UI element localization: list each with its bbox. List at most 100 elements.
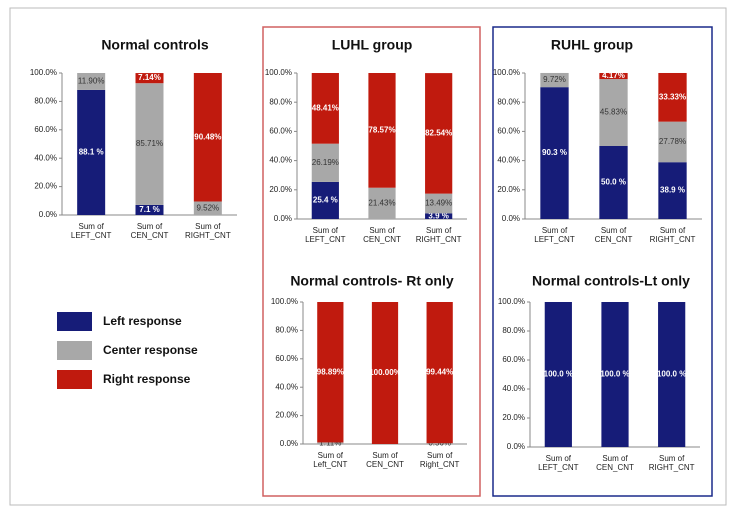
legend-swatch — [57, 370, 92, 389]
figure-frame — [9, 7, 727, 506]
y-tick-label: 80.0% — [269, 97, 292, 106]
x-tick-label: Sum of CEN_CNT — [363, 226, 401, 244]
y-tick-label: 0.0% — [502, 214, 520, 223]
y-tick-label: 100.0% — [498, 297, 525, 306]
value-label: 100.0 % — [544, 370, 573, 379]
value-label: 13.49% — [425, 199, 452, 208]
bar-segment — [658, 121, 687, 163]
y-tick-label: 80.0% — [275, 326, 298, 335]
bar-segment — [193, 73, 222, 202]
value-label: 4.17% — [602, 71, 625, 80]
value-label: 9.72% — [543, 75, 566, 84]
legend-label: Left response — [103, 314, 182, 328]
y-tick-label: 20.0% — [269, 185, 292, 194]
bar-segment — [540, 72, 569, 88]
bar-segment — [658, 302, 686, 447]
bar-segment — [135, 73, 164, 84]
x-tick-label: Sum of CEN_CNT — [594, 226, 633, 244]
bar-segment — [77, 73, 106, 90]
y-tick-label: 40.0% — [34, 153, 57, 162]
y-tick-label: 60.0% — [34, 125, 57, 134]
x-tick-label: Sum of RIGHT_CNT — [648, 454, 695, 472]
y-tick-label: 100.0% — [265, 68, 292, 77]
chart-title: RUHL group — [551, 37, 633, 53]
y-tick-label: 60.0% — [502, 355, 525, 364]
y-tick-label: 40.0% — [502, 384, 525, 393]
x-tick-label: Sum of LEFT_CNT — [538, 454, 579, 472]
y-tick-label: 80.0% — [502, 326, 525, 335]
value-label: 88.1 % — [79, 148, 104, 157]
bar-segment — [599, 146, 628, 219]
bar-segment — [77, 89, 106, 215]
y-tick-label: 80.0% — [497, 97, 520, 106]
value-label: 90.48% — [194, 132, 221, 141]
bar-segment — [425, 73, 453, 194]
chart-title: Normal controls-Lt only — [532, 273, 690, 289]
bar-segment — [317, 302, 344, 443]
bar-segment — [599, 73, 628, 80]
chart-title: Normal controls — [101, 37, 209, 53]
value-label: 1.11% — [319, 438, 341, 447]
x-tick-label: Sum of CEN_CNT — [130, 222, 169, 240]
bar-segment — [426, 443, 453, 444]
value-label: 100.0 % — [600, 370, 629, 379]
bar-segment — [311, 143, 339, 182]
bar-segment — [658, 162, 687, 219]
y-tick-label: 100.0% — [271, 297, 298, 306]
value-label: 7.1 % — [139, 205, 159, 214]
value-label: 82.54% — [425, 128, 452, 137]
bar-segment — [601, 302, 629, 447]
value-label: 48.41% — [312, 103, 339, 112]
x-tick-label: Sum of RIGHT_CNT — [184, 222, 231, 240]
value-label: 90.3 % — [542, 148, 567, 157]
value-label: 99.44% — [426, 368, 453, 377]
y-tick-label: 40.0% — [269, 156, 292, 165]
y-tick-label: 100.0% — [493, 68, 520, 77]
x-tick-label: Sum of Left_CNT — [313, 451, 348, 469]
x-tick-label: Sum of Right_CNT — [419, 451, 460, 469]
bar-segment — [193, 201, 222, 215]
bar-segment — [599, 79, 628, 146]
y-tick-label: 20.0% — [275, 411, 298, 420]
value-label: 11.90% — [78, 77, 105, 86]
y-tick-label: 20.0% — [34, 182, 57, 191]
bar-segment — [425, 213, 453, 219]
y-tick-label: 0.0% — [274, 214, 292, 223]
value-label: 38.9 % — [660, 186, 685, 195]
value-label: 85.71% — [136, 139, 163, 148]
legend-label: Center response — [103, 343, 198, 357]
legend-swatch — [57, 312, 92, 331]
y-tick-label: 0.0% — [280, 439, 298, 448]
legend-swatch — [57, 341, 92, 360]
value-label: 98.89% — [317, 367, 344, 376]
x-tick-label: Sum of RIGHT_CNT — [415, 226, 462, 244]
x-tick-label: Sum of CEN_CNT — [596, 454, 634, 472]
bar-segment — [311, 73, 339, 144]
bar-segment — [658, 72, 687, 122]
chart-title: LUHL group — [332, 37, 413, 53]
y-tick-label: 100.0% — [30, 68, 57, 77]
bar-segment — [311, 181, 339, 219]
value-label: 3.9 % — [428, 211, 448, 220]
y-tick-label: 60.0% — [275, 354, 298, 363]
bar-segment — [368, 73, 396, 188]
legend-label: Right response — [103, 372, 191, 386]
y-tick-label: 80.0% — [34, 97, 57, 106]
value-label: 21.43% — [368, 198, 395, 207]
value-label: 100.0 % — [657, 370, 686, 379]
x-tick-label: Sum of RIGHT_CNT — [649, 226, 696, 244]
ruhl-frame — [492, 26, 713, 497]
bar-segment — [317, 442, 344, 444]
x-tick-label: Sum of LEFT_CNT — [534, 226, 575, 244]
bar-segment — [544, 302, 572, 447]
value-label: 45.83% — [600, 108, 627, 117]
value-label: 25.4 % — [313, 196, 338, 205]
x-tick-label: Sum of CEN_CNT — [366, 451, 404, 469]
value-label: 26.19% — [312, 158, 339, 167]
y-tick-label: 60.0% — [269, 127, 292, 136]
value-label: 100.00% — [369, 368, 401, 377]
value-label: 0.56% — [428, 439, 451, 448]
bar-segment — [135, 83, 164, 205]
